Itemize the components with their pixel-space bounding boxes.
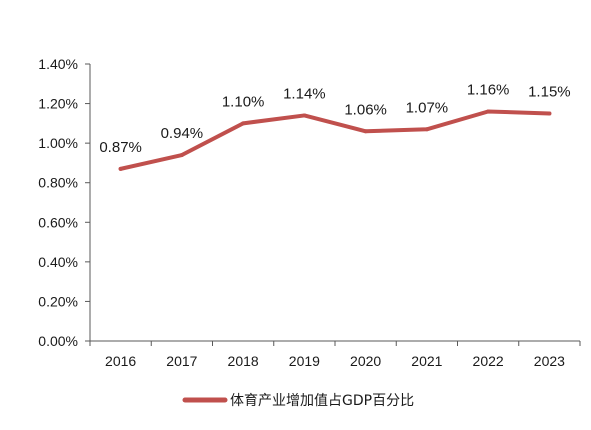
data-point xyxy=(363,129,368,134)
x-tick-label: 2020 xyxy=(350,353,381,369)
data-label: 0.87% xyxy=(99,139,142,156)
data-point xyxy=(118,166,123,171)
data-label: 1.06% xyxy=(344,101,387,118)
data-label: 1.15% xyxy=(528,83,571,100)
data-label: 1.16% xyxy=(467,81,510,98)
legend-label: 体育产业增加值占GDP百分比 xyxy=(230,393,414,409)
data-point xyxy=(547,111,552,116)
data-label: 1.10% xyxy=(222,93,265,110)
x-axis: 2016 2017 2018 2019 2020 2021 2022 2023 xyxy=(89,340,581,369)
y-tick-label: 1.40% xyxy=(38,56,78,72)
data-label: 0.94% xyxy=(161,125,204,142)
data-point xyxy=(241,121,246,126)
data-point xyxy=(179,153,184,158)
data-point xyxy=(302,113,307,118)
x-tick-label: 2018 xyxy=(228,353,259,369)
x-tick-label: 2021 xyxy=(411,353,442,369)
y-tick-label: 0.40% xyxy=(38,254,78,270)
x-tick-label: 2023 xyxy=(534,353,565,369)
data-point xyxy=(486,109,491,114)
data-label: 1.07% xyxy=(406,99,449,116)
data-label: 1.14% xyxy=(283,85,326,102)
series-layer xyxy=(118,109,552,171)
y-tick-label: 1.00% xyxy=(38,135,78,151)
data-labels: 0.87% 0.94% 1.10% 1.14% 1.06% 1.07% 1.16% 1.15% xyxy=(99,81,570,155)
y-tick-label: 0.20% xyxy=(38,293,78,309)
x-tick-label: 2016 xyxy=(105,353,136,369)
legend: 体育产业增加值占GDP百分比 xyxy=(182,393,414,409)
y-tick-label: 0.00% xyxy=(38,333,78,349)
y-axis: 0.00% 0.20% 0.40% 0.60% 0.80% 1.00% 1.20% 1.40% xyxy=(38,56,91,349)
x-tick-label: 2022 xyxy=(473,353,504,369)
y-tick-label: 1.20% xyxy=(38,96,78,112)
data-point xyxy=(424,127,429,132)
x-tick-label: 2019 xyxy=(289,353,320,369)
series-line xyxy=(118,109,552,171)
y-tick-label: 0.60% xyxy=(38,214,78,230)
y-tick-label: 0.80% xyxy=(38,175,78,191)
x-tick-label: 2017 xyxy=(166,353,197,369)
